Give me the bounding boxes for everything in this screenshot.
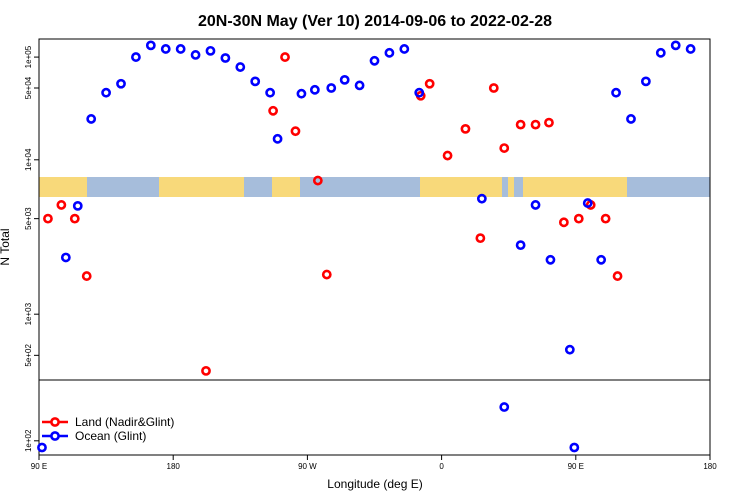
map-land-region	[508, 177, 514, 197]
ocean-point	[399, 44, 410, 54]
ocean-point	[72, 200, 83, 211]
land-point	[268, 105, 279, 116]
legend-marker	[50, 417, 60, 427]
y-tick-label: 1e+05	[24, 45, 33, 68]
ocean-point	[101, 87, 111, 98]
ocean-point	[160, 44, 171, 54]
ocean-point	[564, 344, 575, 355]
map-land	[39, 177, 627, 197]
points-land	[43, 52, 623, 376]
ocean-point	[131, 52, 141, 62]
land-point	[612, 271, 623, 281]
plot-frame	[38, 38, 711, 456]
ocean-point	[190, 50, 201, 60]
land-point	[321, 269, 332, 280]
ocean-point	[354, 80, 365, 91]
chart-title: 20N-30N May (Ver 10) 2014-09-06 to 2022-…	[198, 13, 552, 30]
land-point	[530, 119, 541, 130]
map-band	[39, 177, 710, 197]
ocean-point	[296, 88, 307, 99]
ocean-point	[626, 114, 636, 124]
y-tick-label: 1e+02	[24, 429, 33, 452]
ocean-point	[369, 55, 380, 66]
ocean-point	[499, 402, 510, 412]
ocean-point	[250, 76, 261, 87]
ocean-point	[596, 254, 607, 265]
legend-marker	[50, 431, 60, 441]
land-point	[488, 83, 499, 93]
land-point	[69, 213, 80, 224]
land-point	[290, 126, 301, 137]
ocean-point	[309, 84, 320, 95]
ocean-point	[60, 252, 71, 263]
y-axis-label: N Total	[0, 228, 12, 265]
y-tick-label: 1e+04	[24, 148, 33, 171]
map-land-region	[159, 177, 244, 197]
ocean-point	[476, 193, 487, 204]
land-point	[475, 233, 486, 244]
map-land-region	[523, 177, 627, 197]
ocean-point	[685, 44, 696, 54]
ocean-point	[414, 87, 425, 98]
ocean-point	[272, 133, 283, 144]
ocean-point	[235, 62, 246, 72]
ocean-point	[205, 45, 216, 56]
y-tick-label: 5e+02	[24, 344, 33, 367]
ocean-point	[569, 442, 580, 453]
ocean-point	[530, 200, 541, 210]
land-point	[558, 217, 569, 228]
land-point	[460, 123, 471, 134]
ocean-point	[545, 254, 556, 265]
x-tick-label: 90 E	[568, 462, 584, 471]
ocean-point	[515, 240, 526, 251]
ocean-point	[265, 87, 276, 98]
land-point	[442, 150, 453, 161]
ocean-point	[116, 78, 126, 89]
land-point	[43, 213, 53, 224]
ocean-point	[145, 40, 156, 51]
legend-entry-label: Ocean (Glint)	[75, 429, 146, 443]
land-point	[600, 213, 611, 224]
x-tick-label: 90 W	[298, 462, 317, 471]
ocean-point	[220, 53, 231, 63]
land-point	[201, 365, 211, 376]
land-point	[544, 117, 554, 128]
y-tick-label: 5e+03	[24, 207, 33, 230]
y-tick-label: 1e+03	[24, 302, 33, 325]
ocean-point	[86, 114, 97, 124]
ocean-point	[339, 74, 350, 85]
x-tick-label: 90 E	[31, 462, 47, 471]
x-axis-label: Longitude (deg E)	[327, 477, 422, 491]
land-point	[424, 78, 435, 89]
ocean-point	[655, 47, 666, 58]
x-tick-label: 0	[439, 462, 444, 471]
ocean-point	[326, 83, 337, 93]
land-point	[312, 175, 323, 186]
ocean-point	[175, 44, 186, 54]
map-land-region	[39, 177, 87, 197]
ocean-point	[384, 47, 395, 58]
legend-entry-label: Land (Nadir&Glint)	[75, 415, 174, 429]
points-ocean	[37, 40, 696, 453]
map-land-region	[420, 177, 502, 197]
x-axis: 90 E 180 90 W 0 90 E 180	[31, 455, 717, 471]
land-point	[81, 271, 92, 281]
land-point	[499, 143, 510, 153]
map-land-region	[272, 177, 300, 197]
y-tick-label: 5e+04	[24, 76, 33, 99]
legend: Land (Nadir&Glint)Ocean (Glint)	[42, 415, 174, 443]
y-axis: 1e+04 5e+04 1e+05 5e+02 1e+03 5e+03 1e+02	[24, 45, 39, 452]
land-point	[280, 52, 290, 62]
x-tick-label: 180	[703, 462, 717, 471]
ocean-point	[37, 442, 47, 453]
ocean-point	[611, 87, 621, 98]
land-point	[573, 213, 584, 224]
ocean-point	[640, 76, 651, 87]
x-tick-label: 180	[167, 462, 181, 471]
land-point	[515, 119, 526, 130]
ocean-point	[670, 40, 681, 51]
land-point	[56, 200, 67, 210]
ocean-point	[582, 198, 593, 208]
